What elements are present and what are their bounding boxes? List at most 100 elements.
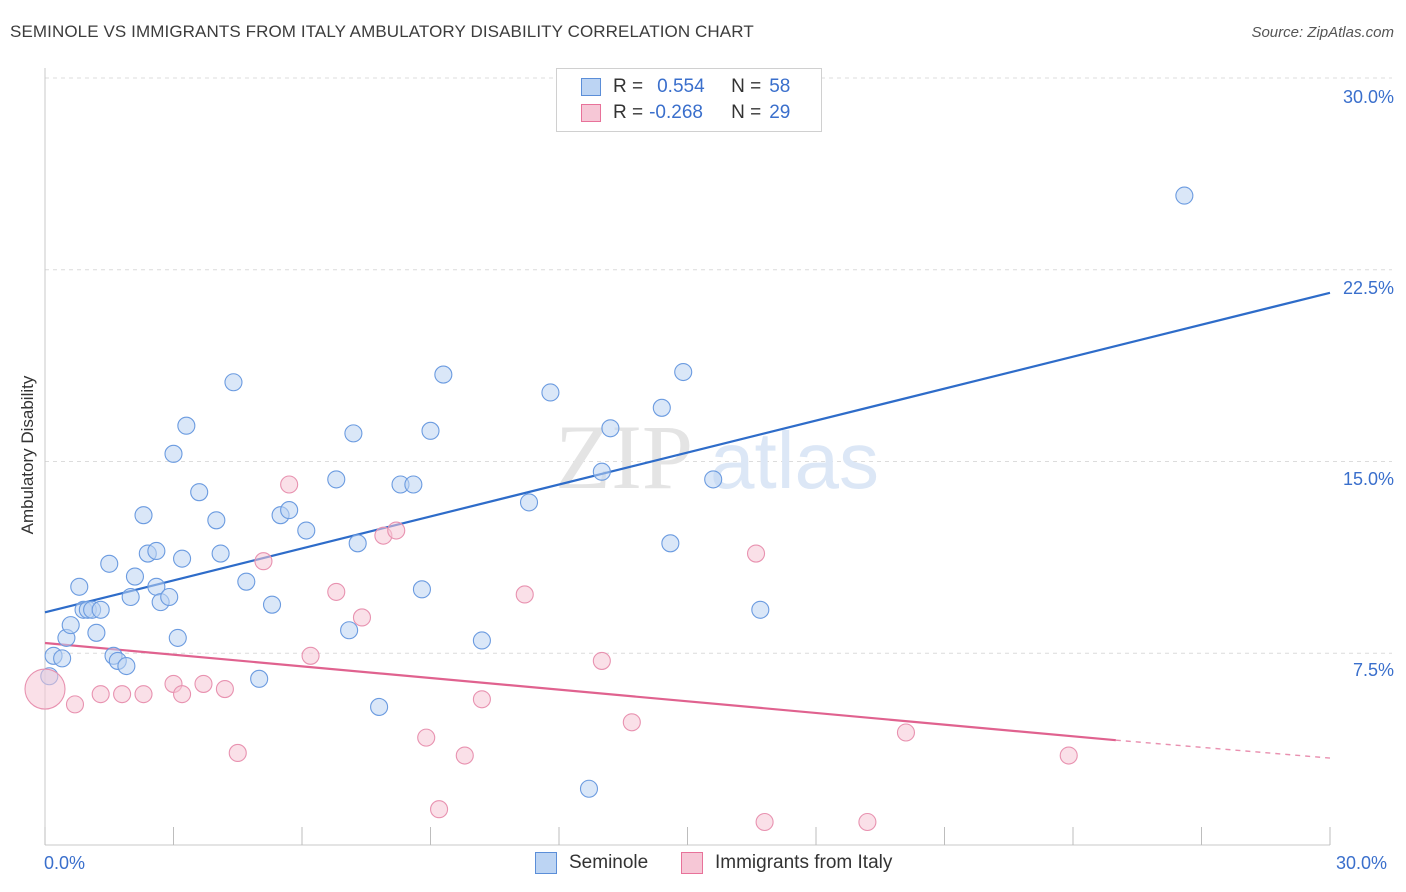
- italy-point: [755, 812, 774, 832]
- y-tick-label: 30.0%: [1342, 87, 1394, 107]
- watermark-atlas: atlas: [710, 416, 879, 505]
- seminole-point: [652, 398, 671, 417]
- italy-point: [194, 674, 213, 693]
- seminole-point: [344, 424, 363, 443]
- italy-point: [455, 746, 474, 765]
- italy-r-value: -0.268: [649, 102, 703, 123]
- seminole-point: [125, 567, 144, 586]
- legend-row-seminole: R = 0.554 N = 58: [581, 75, 790, 99]
- legend-row-italy: R = -0.268 N = 29: [581, 101, 790, 125]
- seminole-point: [168, 628, 187, 647]
- trend-lines: [44, 291, 1331, 759]
- seminole-point: [121, 587, 140, 607]
- y-tick-label: 7.5%: [1352, 660, 1394, 680]
- seminole-point: [117, 656, 136, 676]
- italy-point: [173, 685, 192, 704]
- seminole-point: [164, 444, 183, 463]
- seminole-trendline: [44, 291, 1331, 614]
- n-label: N =: [731, 102, 762, 123]
- seminole-point: [100, 554, 119, 573]
- r-label: R =: [613, 76, 644, 97]
- seminole-point: [262, 595, 282, 614]
- seminole-point: [370, 697, 389, 716]
- seminole-point: [237, 572, 256, 591]
- legend-item-seminole: Seminole: [535, 852, 648, 874]
- italy-n-value: 29: [769, 102, 791, 123]
- seminole-n-value: 58: [769, 76, 791, 97]
- italy-trendline-extension: [1115, 739, 1331, 759]
- seminole-legend-label: Seminole: [569, 852, 649, 873]
- italy-point: [280, 475, 299, 494]
- seminole-legend-swatch: [535, 852, 557, 874]
- italy-point: [896, 723, 916, 742]
- grid-lines: [45, 77, 1392, 654]
- seminole-r-value: 0.554: [657, 76, 705, 97]
- seminole-point: [190, 483, 209, 502]
- watermark: ZIP atlas: [555, 406, 879, 508]
- y-tick-label: 15.0%: [1342, 469, 1394, 489]
- italy-point: [327, 582, 346, 601]
- legend-item-italy: Immigrants from Italy: [681, 852, 892, 874]
- seminole-point: [472, 631, 491, 650]
- seminole-point: [207, 511, 226, 530]
- correlation-legend: R = 0.554 N = 58 R = -0.268 N = 29: [556, 68, 822, 132]
- seminole-point: [280, 501, 299, 520]
- italy-point: [515, 585, 534, 604]
- seminole-point: [327, 470, 346, 489]
- seminole-point: [160, 587, 179, 607]
- chart-source: Source: ZipAtlas.com: [1251, 24, 1394, 41]
- italy-legend-label: Immigrants from Italy: [715, 852, 893, 873]
- seminole-point: [704, 470, 723, 489]
- seminole-point: [147, 541, 166, 561]
- seminole-point: [404, 475, 423, 494]
- seminole-point: [519, 493, 539, 512]
- italy-point: [301, 646, 320, 665]
- y-tick-label: 22.5%: [1342, 278, 1394, 298]
- italy-point: [1059, 746, 1078, 765]
- seminole-point: [579, 779, 599, 798]
- italy-point: [387, 521, 406, 540]
- seminole-point: [674, 362, 693, 382]
- axes: [44, 68, 1331, 846]
- italy-legend-swatch: [681, 852, 703, 874]
- n-label: N =: [731, 76, 762, 97]
- seminole-point: [421, 421, 440, 440]
- italy-point: [228, 743, 247, 763]
- italy-point: [417, 728, 436, 747]
- seminole-point: [91, 600, 110, 619]
- x-tick-label: 0.0%: [44, 853, 86, 873]
- seminole-point: [177, 416, 196, 435]
- seminole-point: [53, 649, 72, 668]
- italy-point: [113, 685, 132, 704]
- seminole-point: [297, 521, 316, 540]
- seminole-point: [61, 616, 80, 635]
- seminole-point: [173, 549, 192, 568]
- seminole-point: [250, 669, 269, 688]
- seminole-point: [1175, 186, 1194, 205]
- italy-point: [24, 668, 66, 710]
- italy-point: [472, 690, 491, 709]
- seminole-point: [348, 534, 367, 553]
- italy-point: [858, 812, 877, 832]
- italy-trendline: [44, 641, 1116, 742]
- seminole-point: [87, 623, 106, 642]
- seminole-point: [211, 544, 230, 563]
- seminole-point: [340, 621, 359, 640]
- italy-point: [134, 685, 153, 704]
- seminole-point: [224, 373, 243, 392]
- italy-point: [622, 713, 641, 732]
- seminole-point: [601, 419, 620, 438]
- seminole-point: [412, 580, 431, 599]
- italy-point: [592, 651, 611, 670]
- seminole-point: [661, 534, 680, 553]
- italy-point: [352, 608, 372, 627]
- seminole-point: [70, 577, 89, 596]
- seminole-point: [134, 506, 153, 525]
- seminole-swatch: [581, 78, 601, 96]
- italy-swatch: [581, 104, 601, 122]
- italy-point: [91, 685, 110, 704]
- data-points: [24, 186, 1194, 832]
- italy-point: [746, 544, 766, 563]
- chart-title: SEMINOLE VS IMMIGRANTS FROM ITALY AMBULA…: [10, 22, 754, 41]
